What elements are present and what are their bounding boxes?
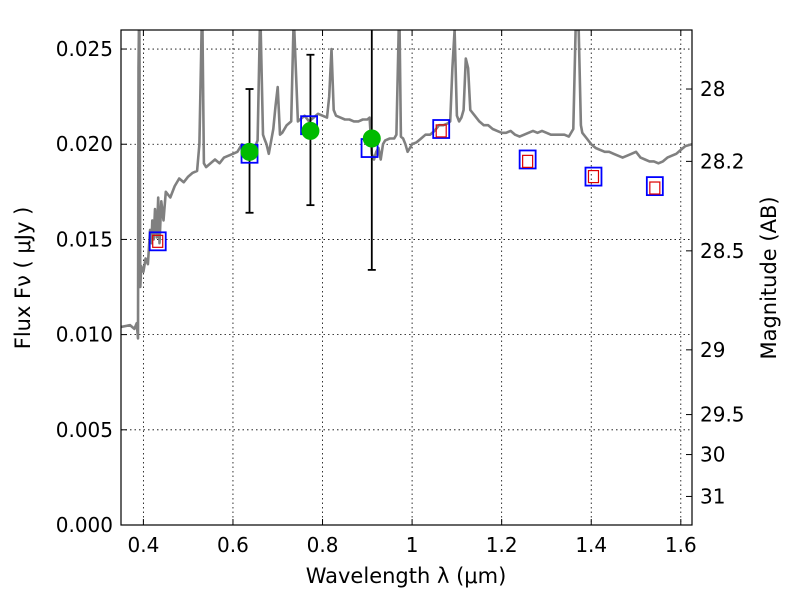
marker-layer xyxy=(148,115,664,252)
y-axis-label: Flux Fν ( μJy ) xyxy=(11,207,35,350)
plot-frame xyxy=(120,29,693,526)
right-tick-label: 28.5 xyxy=(700,239,745,263)
limit-marker xyxy=(152,234,164,248)
limit-marker xyxy=(587,169,600,184)
right-tick-label: 29.5 xyxy=(700,403,745,427)
model-photometry-marker xyxy=(518,149,537,170)
y-tick-label: 0.020 xyxy=(56,132,113,156)
right-tick-label: 28 xyxy=(700,77,725,101)
right-tick-label: 29 xyxy=(700,338,725,362)
y-tick-label: 0.005 xyxy=(56,418,113,442)
model-photometry-marker xyxy=(148,231,167,252)
x-axis-label: Wavelength λ (μm) xyxy=(306,564,507,588)
limit-marker xyxy=(435,124,447,138)
y-tick-label: 0.025 xyxy=(56,37,113,61)
limit-marker xyxy=(522,154,534,168)
right-axis-label: Magnitude (AB) xyxy=(757,196,781,359)
observed-photometry-point xyxy=(301,121,320,140)
observed-photometry-point xyxy=(362,129,381,148)
observed-photometry-point xyxy=(240,142,259,161)
x-tick-label: 0.4 xyxy=(127,533,159,557)
spectrum-line xyxy=(121,30,692,340)
right-tick-label: 28.2 xyxy=(700,149,745,173)
model-photometry-marker xyxy=(432,119,451,139)
x-tick-label: 1.4 xyxy=(575,533,607,557)
y-axis-ticks: 0.000 0.005 0.010 0.015 0.020 0.025 xyxy=(56,37,127,537)
model-photometry-marker xyxy=(584,166,603,187)
x-tick-label: 0.8 xyxy=(307,533,339,557)
x-tick-label: 1.2 xyxy=(486,533,518,557)
plot-area xyxy=(121,30,692,340)
x-tick-label: 1 xyxy=(406,533,419,557)
model-photometry-marker xyxy=(645,176,664,197)
right-axis-ticks: 28 28.2 28.5 29 29.5 30 31 xyxy=(686,77,745,508)
x-tick-label: 0.6 xyxy=(217,533,249,557)
spectrum-layer xyxy=(121,30,692,340)
y-tick-label: 0.010 xyxy=(56,323,113,347)
y-tick-label: 0.000 xyxy=(56,513,113,537)
right-tick-label: 30 xyxy=(700,443,725,467)
y-tick-label: 0.015 xyxy=(56,227,113,251)
limit-marker xyxy=(649,181,661,195)
x-axis-ticks: 0.4 0.6 0.8 1 1.2 1.4 1.6 xyxy=(127,30,697,557)
x-tick-label: 1.6 xyxy=(665,533,697,557)
right-tick-label: 31 xyxy=(700,484,725,508)
